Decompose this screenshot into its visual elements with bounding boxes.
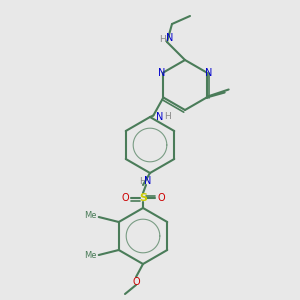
Text: H: H	[139, 176, 145, 185]
Text: H: H	[164, 112, 171, 121]
Text: N: N	[205, 68, 212, 77]
Text: Me: Me	[85, 250, 97, 260]
Text: Me: Me	[85, 211, 97, 220]
Text: N: N	[166, 33, 174, 43]
Text: H: H	[159, 35, 165, 44]
Text: N: N	[158, 68, 165, 77]
Text: O: O	[157, 193, 165, 203]
Text: S: S	[139, 193, 147, 203]
Text: N: N	[156, 112, 163, 122]
Text: O: O	[132, 277, 140, 287]
Text: N: N	[144, 176, 152, 186]
Text: O: O	[121, 193, 129, 203]
